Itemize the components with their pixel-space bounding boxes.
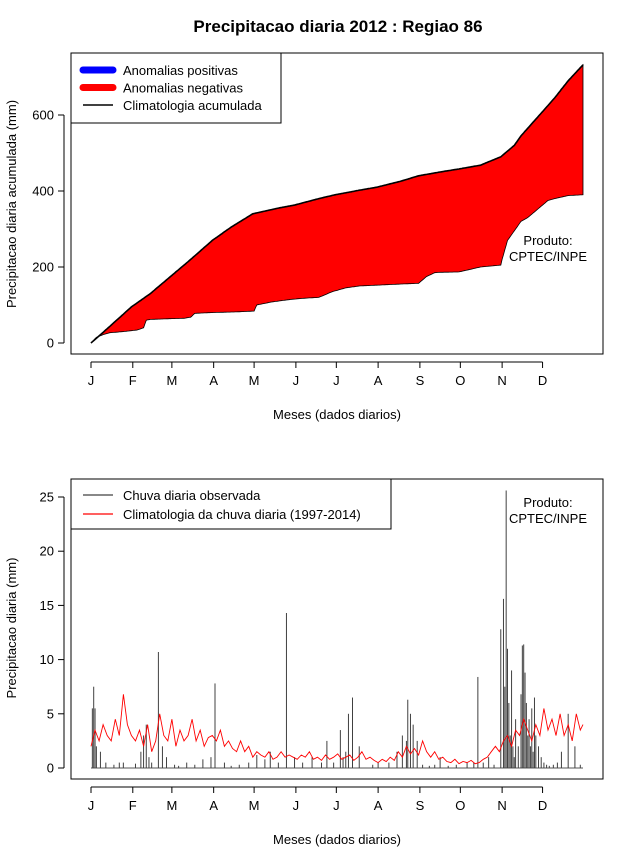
- x-tick-label: M: [249, 373, 260, 388]
- x-tick-label: F: [129, 373, 137, 388]
- y-tick-label: 200: [32, 260, 54, 275]
- legend-label: Anomalias negativas: [123, 81, 243, 96]
- x-tick-label: J: [88, 373, 95, 388]
- x-tick-label: J: [88, 798, 95, 813]
- x-tick-label: O: [455, 798, 465, 813]
- x-tick-label: A: [209, 373, 218, 388]
- x-tick-label: J: [333, 373, 340, 388]
- x-tick-label: M: [166, 373, 177, 388]
- x-axis-label: Meses (dados diarios): [273, 407, 401, 422]
- x-axis-label: Meses (dados diarios): [273, 832, 401, 847]
- y-tick-label: 20: [40, 544, 54, 559]
- climatology-daily-line: [90, 694, 584, 765]
- y-axis-label: Precipitacao diaria (mm): [4, 558, 19, 699]
- product-annotation: Produto:: [523, 233, 572, 248]
- x-tick-label: F: [129, 798, 137, 813]
- chart-title: Precipitacao diaria 2012 : Regiao 86: [193, 17, 482, 36]
- x-tick-label: N: [497, 373, 506, 388]
- x-tick-label: S: [416, 373, 425, 388]
- cumulative-precipitation-chart: 0 200 400 600 J F M A M J J A S O N D Meses (dados diari…: [4, 52, 604, 422]
- x-tick-label: A: [374, 373, 383, 388]
- x-tick-label: A: [374, 798, 383, 813]
- y-tick-label: 10: [40, 652, 54, 667]
- legend-label: Chuva diaria observada: [123, 488, 261, 503]
- legend-label: Anomalias positivas: [123, 63, 238, 78]
- y-tick-label: 0: [47, 336, 54, 351]
- x-tick-label: D: [538, 798, 547, 813]
- x-tick-label: D: [538, 373, 547, 388]
- legend-label: Climatologia acumulada: [123, 98, 263, 113]
- x-tick-label: S: [416, 798, 425, 813]
- x-tick-label: A: [209, 798, 218, 813]
- x-tick-label: M: [249, 798, 260, 813]
- y-tick-label: 25: [40, 490, 54, 505]
- x-tick-label: J: [333, 798, 340, 813]
- x-tick-label: N: [497, 798, 506, 813]
- y-tick-label: 5: [47, 706, 54, 721]
- y-tick-label: 600: [32, 108, 54, 123]
- y-tick-label: 15: [40, 598, 54, 613]
- daily-precipitation-chart: 0 5 10 15 20 25 J F M A M J J A S O N D Meses (dados diari…: [4, 478, 604, 847]
- product-annotation: CPTEC/INPE: [509, 511, 587, 526]
- x-tick-label: J: [293, 373, 300, 388]
- legend-box: [70, 478, 392, 530]
- y-tick-label: 400: [32, 184, 54, 199]
- x-tick-label: M: [166, 798, 177, 813]
- y-tick-label: 0: [47, 761, 54, 776]
- climatology-cumulative-line: [90, 64, 584, 344]
- plot-frame: [70, 52, 604, 355]
- y-axis-label: Precipitacao diaria acumulada (mm): [4, 100, 19, 308]
- x-tick-label: O: [455, 373, 465, 388]
- x-tick-label: J: [293, 798, 300, 813]
- product-annotation: Produto:: [523, 495, 572, 510]
- product-annotation: CPTEC/INPE: [509, 249, 587, 264]
- legend-label: Climatologia da chuva diaria (1997-2014): [123, 507, 361, 522]
